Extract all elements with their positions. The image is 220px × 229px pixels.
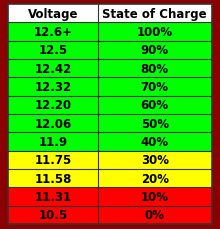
Text: 30%: 30% (141, 154, 169, 166)
Bar (98, 188, 212, 206)
Bar (8, 60, 98, 78)
Bar (98, 151, 212, 169)
Bar (8, 41, 98, 60)
Bar (98, 169, 212, 188)
Bar (98, 206, 212, 224)
Text: 12.6+: 12.6+ (34, 26, 73, 39)
Bar (8, 96, 98, 114)
Bar (8, 23, 98, 41)
Text: 20%: 20% (141, 172, 169, 185)
Bar (8, 151, 98, 169)
Text: 11.31: 11.31 (35, 190, 72, 203)
Bar (98, 133, 212, 151)
Bar (98, 23, 212, 41)
Text: 80%: 80% (141, 63, 169, 75)
Text: 90%: 90% (141, 44, 169, 57)
Text: 12.32: 12.32 (35, 81, 72, 94)
Bar (98, 60, 212, 78)
Text: 0%: 0% (145, 208, 165, 221)
Text: 11.9: 11.9 (38, 135, 68, 148)
Bar (8, 114, 98, 133)
Text: 70%: 70% (141, 81, 169, 94)
Text: 100%: 100% (137, 26, 173, 39)
Text: 10%: 10% (141, 190, 169, 203)
Text: 12.5: 12.5 (38, 44, 68, 57)
Bar (98, 78, 212, 96)
Text: 40%: 40% (141, 135, 169, 148)
Text: 11.75: 11.75 (35, 154, 72, 166)
Text: 12.42: 12.42 (35, 63, 72, 75)
Bar (98, 96, 212, 114)
Bar (8, 169, 98, 188)
Text: 10.5: 10.5 (38, 208, 68, 221)
Text: State of Charge: State of Charge (102, 8, 207, 21)
Bar (8, 206, 98, 224)
Bar (8, 188, 98, 206)
Bar (98, 41, 212, 60)
Text: 11.58: 11.58 (34, 172, 72, 185)
Text: 12.06: 12.06 (35, 117, 72, 130)
Bar (8, 78, 98, 96)
Text: Voltage: Voltage (28, 8, 78, 21)
Bar (8, 133, 98, 151)
Text: 60%: 60% (141, 99, 169, 112)
Text: 50%: 50% (141, 117, 169, 130)
Bar (8, 5, 212, 23)
Bar (98, 114, 212, 133)
Text: 12.20: 12.20 (35, 99, 72, 112)
